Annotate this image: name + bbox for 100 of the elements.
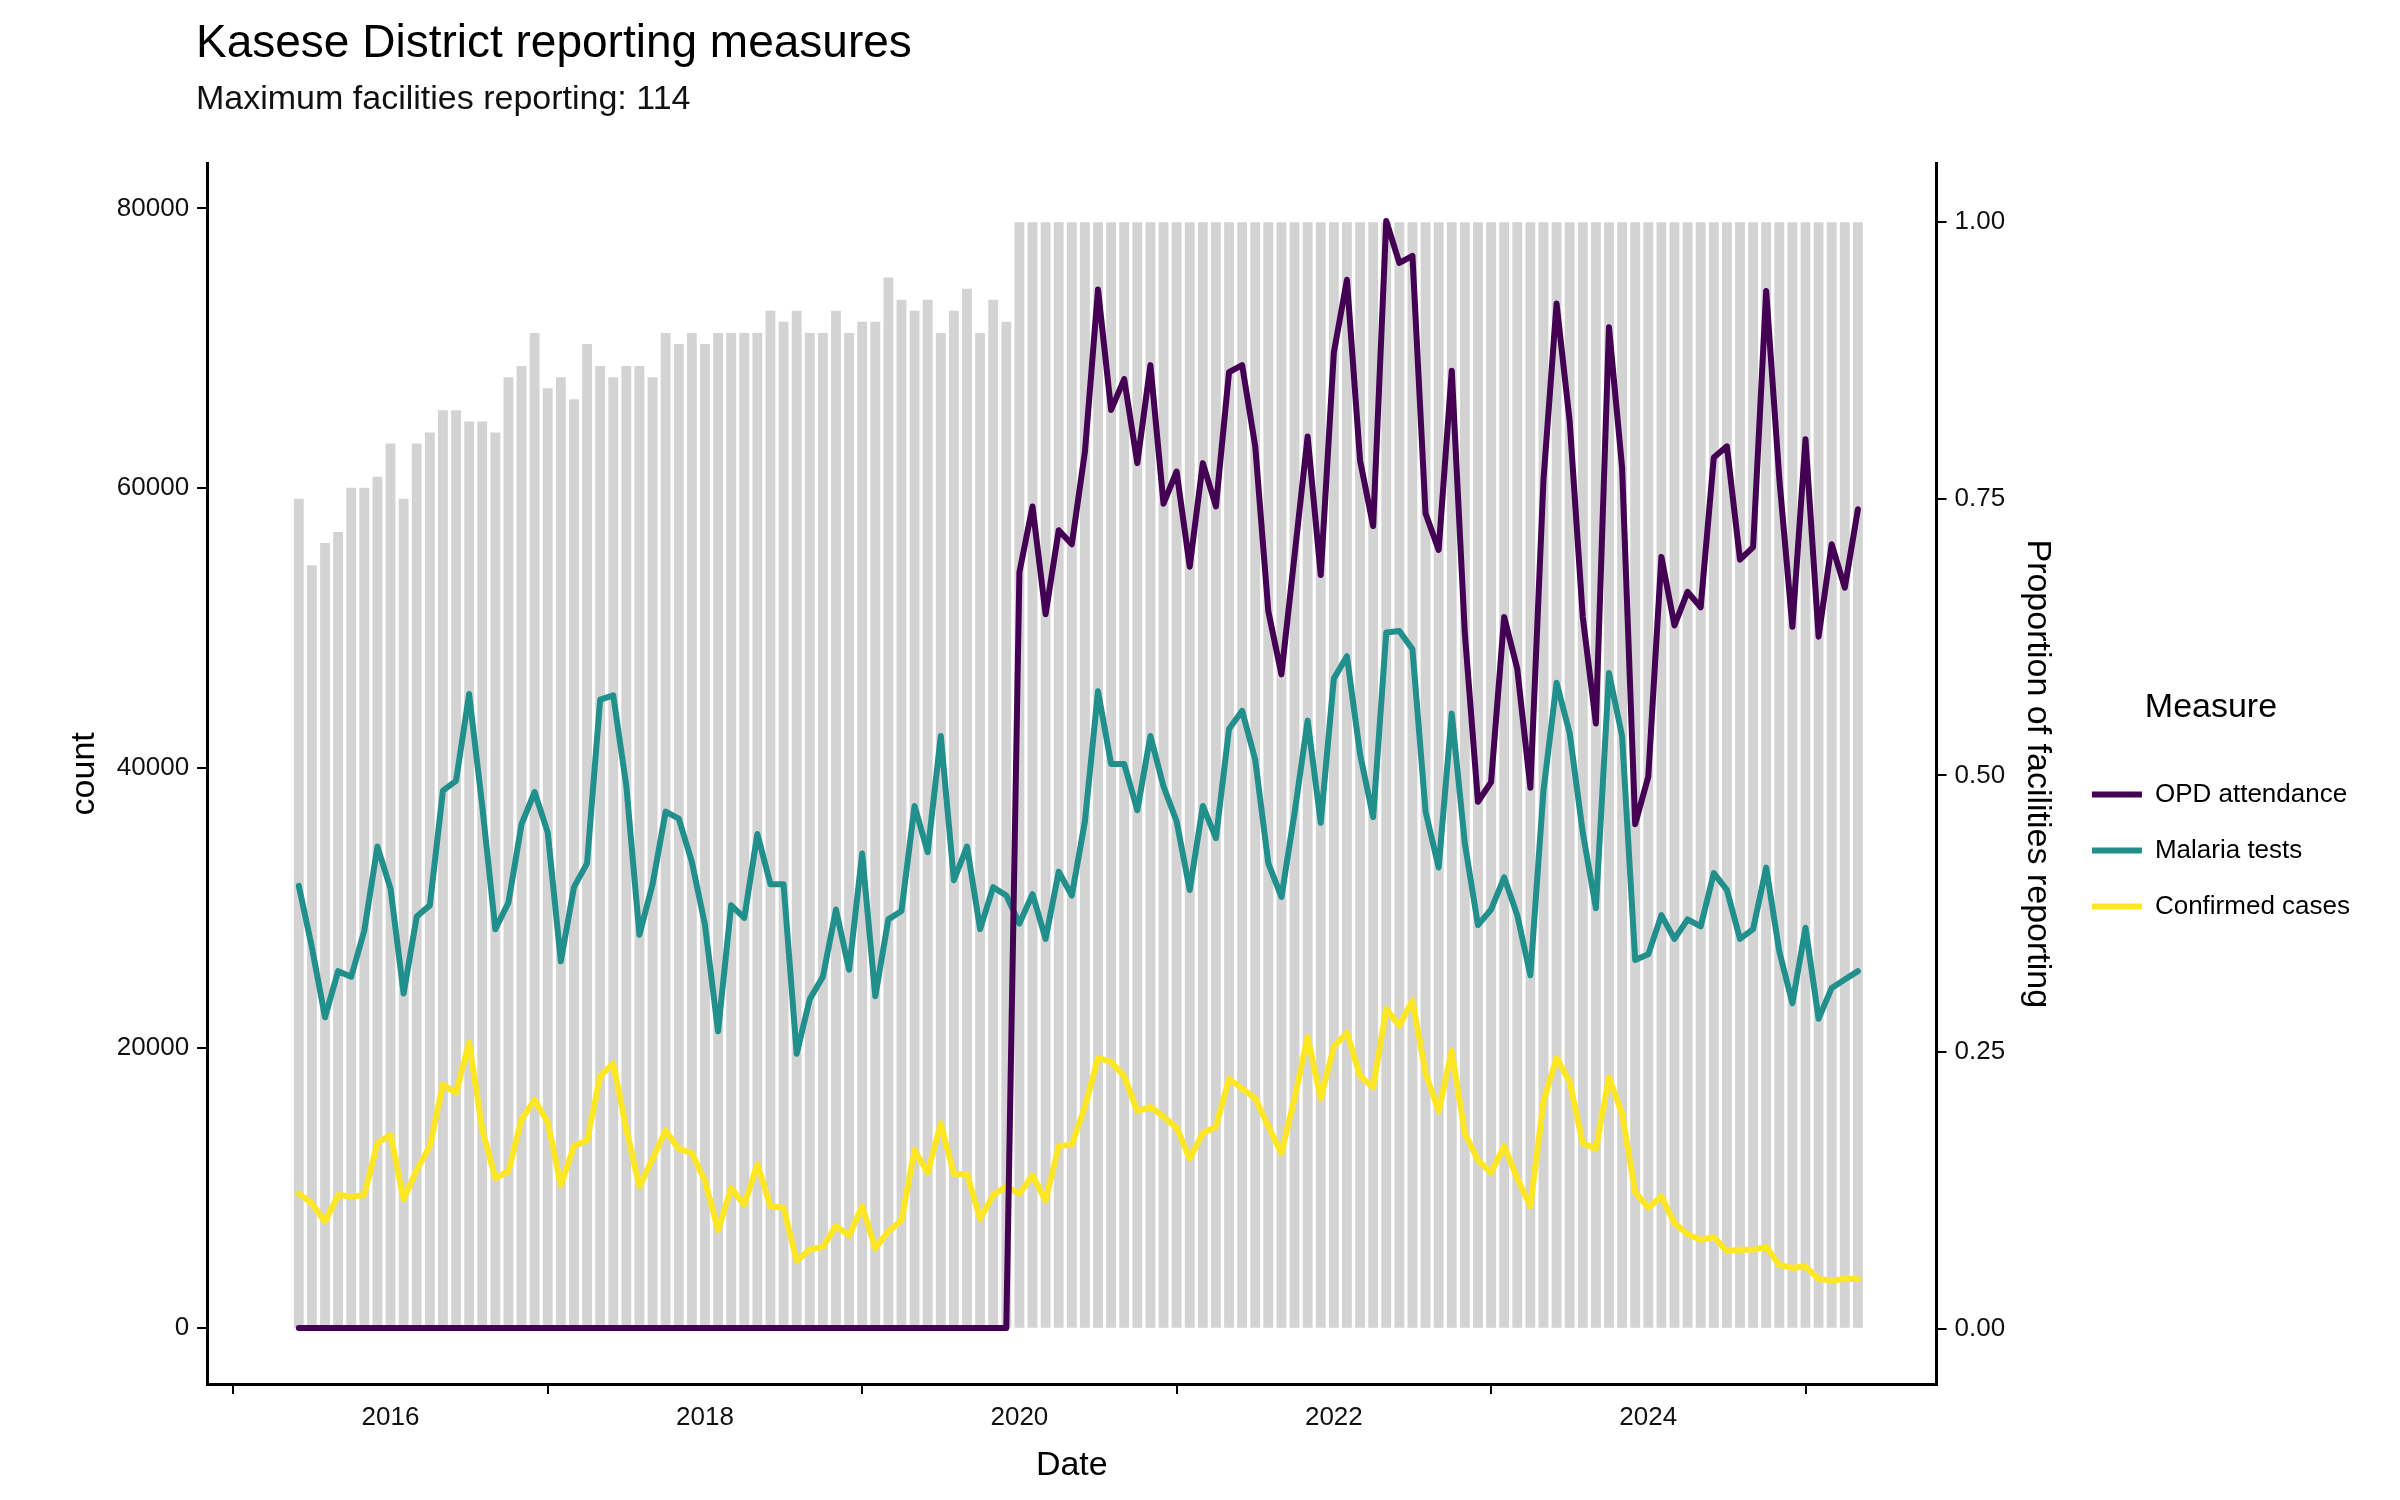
bar [922, 299, 933, 1328]
bar [752, 332, 763, 1328]
bar [320, 543, 330, 1328]
bar [1394, 222, 1405, 1328]
y2-axis-title: Proportion of facilities reporting [2021, 539, 2060, 1009]
legend-title: Measure [2144, 685, 2278, 724]
bar [477, 421, 488, 1328]
bar [398, 498, 409, 1328]
y-tick-label: 60000 [116, 471, 190, 502]
bar [1682, 222, 1693, 1328]
y2-tick-label: 0.50 [1954, 758, 2006, 789]
bar [1735, 222, 1745, 1328]
y-axis-title: count [62, 731, 101, 816]
bar [726, 332, 737, 1328]
y-tick-label: 0 [174, 1311, 190, 1342]
bar [451, 410, 461, 1328]
bar [1106, 222, 1117, 1328]
bar [1826, 222, 1837, 1328]
bar [1853, 222, 1863, 1328]
x-axis-title: Date [1035, 1443, 1108, 1482]
y2-tick-label: 0.75 [1954, 482, 2006, 513]
bar [948, 310, 959, 1328]
bar [1211, 222, 1221, 1328]
bar [542, 388, 553, 1328]
bar [490, 432, 501, 1328]
x-tick-label: 2018 [676, 1400, 734, 1431]
y-tick-label: 20000 [116, 1031, 190, 1062]
bar [1839, 222, 1850, 1328]
bar [804, 332, 815, 1328]
x-tick-label: 2016 [361, 1400, 420, 1431]
bar [870, 321, 881, 1328]
bar [1656, 222, 1667, 1328]
bar [1250, 222, 1261, 1328]
y-tick-label: 40000 [116, 751, 190, 782]
bar [1787, 222, 1798, 1328]
bar [739, 332, 750, 1328]
bar [307, 565, 317, 1328]
bar [582, 343, 592, 1328]
x-tick-label: 2024 [1619, 1400, 1678, 1431]
bar [1224, 222, 1234, 1328]
bar [1171, 222, 1182, 1328]
bar [975, 332, 986, 1328]
bar [883, 277, 894, 1328]
bar [660, 332, 671, 1328]
bar [935, 332, 946, 1328]
bar [621, 366, 632, 1328]
bar [1066, 222, 1077, 1328]
bar [1132, 222, 1143, 1328]
bar [909, 310, 920, 1328]
bar [1053, 222, 1064, 1328]
bar [1197, 222, 1208, 1328]
y2-tick-label: 0.00 [1954, 1311, 2006, 1342]
bar [1342, 222, 1352, 1328]
bar [424, 432, 435, 1328]
bar [673, 343, 684, 1328]
x-tick-label: 2020 [990, 1400, 1049, 1431]
bar [1748, 222, 1759, 1328]
bar [529, 332, 540, 1328]
bar [713, 332, 723, 1328]
legend-label: Confirmed cases [2154, 889, 2350, 920]
y-tick-label: 80000 [116, 191, 190, 222]
bar [569, 399, 579, 1328]
legend-label: OPD attendance [2154, 777, 2348, 808]
bar [464, 421, 475, 1328]
bar [962, 288, 972, 1328]
bar [988, 299, 999, 1328]
bar [831, 310, 841, 1328]
bar [1512, 222, 1523, 1328]
bar [791, 310, 802, 1328]
bar [857, 321, 868, 1328]
bar [1695, 222, 1706, 1328]
bar [817, 332, 828, 1328]
bar [595, 366, 606, 1328]
bar [359, 487, 370, 1328]
y2-tick-label: 0.25 [1954, 1035, 2006, 1066]
bar [1721, 222, 1732, 1328]
bar [1184, 222, 1195, 1328]
bar [293, 498, 304, 1328]
bar [1473, 222, 1483, 1328]
bar [1499, 222, 1510, 1328]
bar [333, 532, 344, 1328]
chart-title: Kasese District reporting measures [196, 14, 912, 68]
chart-subtitle: Maximum facilities reporting: 114 [196, 78, 692, 117]
bar [555, 377, 566, 1328]
bar [686, 332, 697, 1328]
bar [1486, 222, 1496, 1328]
bar [1237, 222, 1248, 1328]
bar [1263, 222, 1274, 1328]
bar [1643, 222, 1654, 1328]
bar [1119, 222, 1130, 1328]
bar [1813, 222, 1824, 1328]
y2-tick-label: 1.00 [1954, 205, 2006, 236]
legend-label: Malaria tests [2154, 833, 2303, 864]
bar [346, 487, 357, 1328]
bar [438, 410, 448, 1328]
bar [1040, 222, 1051, 1328]
x-tick-label: 2022 [1304, 1400, 1363, 1431]
bar [844, 332, 854, 1328]
bar [700, 343, 710, 1328]
bar [608, 377, 619, 1328]
